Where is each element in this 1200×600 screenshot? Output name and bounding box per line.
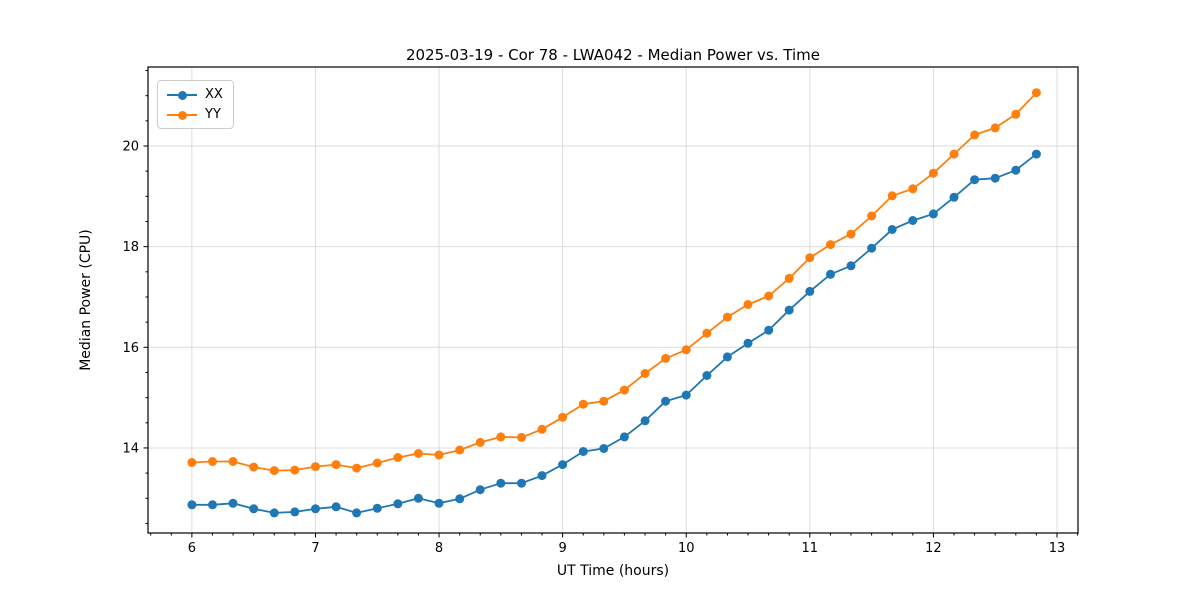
svg-text:9: 9: [558, 541, 566, 556]
svg-text:8: 8: [435, 541, 443, 556]
svg-text:11: 11: [802, 541, 819, 556]
tick-labels: 6 7 8 9 10 11 12 13 14 16 18 20: [122, 140, 1065, 556]
svg-text:13: 13: [1049, 541, 1066, 556]
gridlines: [148, 67, 1078, 533]
series-YY: [187, 88, 1041, 476]
legend-item-yy: YY: [167, 106, 223, 123]
svg-text:16: 16: [122, 341, 139, 356]
legend-item-label: YY: [205, 107, 221, 122]
svg-text:7: 7: [311, 541, 319, 556]
chart-title: 2025-03-19 - Cor 78 - LWA042 - Median Po…: [406, 46, 820, 64]
svg-text:6: 6: [188, 541, 196, 556]
legend-line-marker-sample-yy: [167, 110, 197, 120]
axis-ticks: [143, 70, 1079, 538]
svg-text:12: 12: [925, 541, 942, 556]
svg-text:14: 14: [122, 441, 139, 456]
legend-line-marker-sample-xx: [167, 90, 197, 100]
svg-text:18: 18: [122, 240, 139, 255]
legend-item-xx: XX: [167, 86, 223, 103]
series-XX: [187, 149, 1041, 518]
legend: XX YY: [157, 80, 234, 129]
legend-item-label: XX: [205, 87, 223, 102]
x-axis-label: UT Time (hours): [556, 563, 670, 579]
svg-text:10: 10: [678, 541, 695, 556]
plot-frame: [147, 66, 1079, 534]
svg-text:20: 20: [122, 140, 139, 155]
